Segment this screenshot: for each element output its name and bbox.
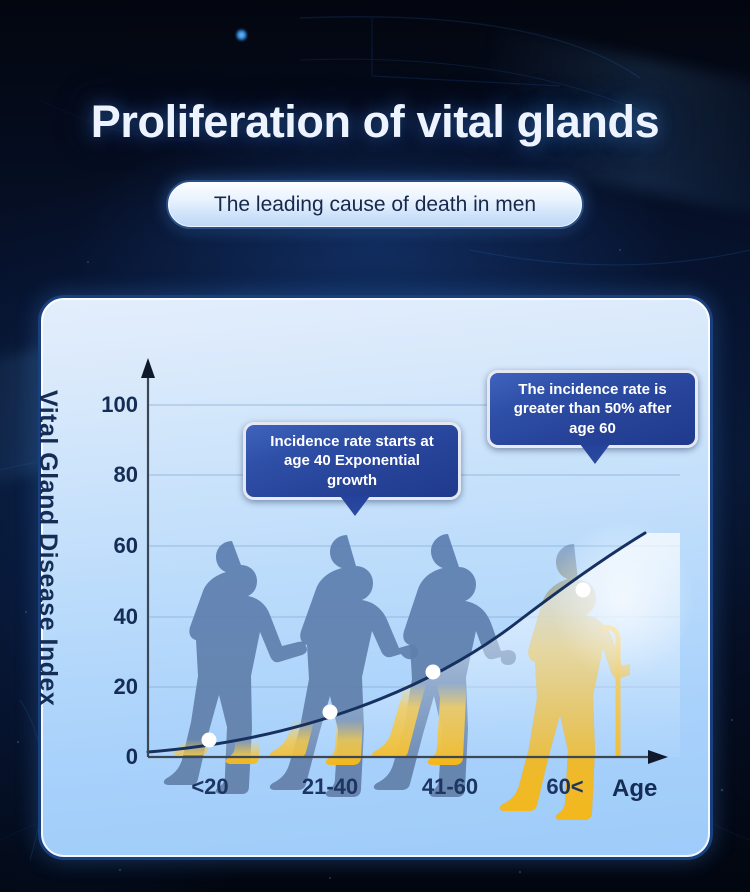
subtitle-text: The leading cause of death in men [213,192,537,216]
axes [146,372,655,759]
y-tick-20: 20 [113,674,138,699]
x-category-under-20: <20 [191,774,229,799]
subtitle-pill: The leading cause of death in men [166,180,584,229]
glow-dot-icon [236,28,247,42]
data-point-21-40 [322,704,338,720]
x-category-21-40: 21-40 [301,774,359,799]
trend-curve [146,531,647,754]
data-point-41-60 [425,664,441,680]
y-axis-arrow-icon [141,358,155,378]
x-axis-title: Age [612,775,658,802]
y-tick-0: 0 [125,744,138,769]
data-point-under-20 [201,732,217,748]
x-category-41-60: 41-60 [421,774,479,799]
data-point-over-60 [575,582,591,598]
callout-text: The incidence rate is greater than 50% a… [513,381,672,437]
y-tick-100: 100 [101,392,138,417]
x-category-over-60: 60< [546,774,584,799]
y-tick-60: 60 [113,533,138,558]
callout-incidence-over-50-percent: The incidence rate is greater than 50% a… [487,370,698,468]
callout-text: Incidence rate starts at age 40 Exponent… [270,433,434,489]
callout-incidence-starts-age-40: Incidence rate starts at age 40 Exponent… [243,422,461,520]
x-axis-arrow-icon [648,750,668,764]
y-tick-40: 40 [113,604,138,629]
page-title: Proliferation of vital glands [90,96,660,147]
y-tick-80: 80 [113,462,138,487]
data-point-markers [201,582,591,748]
curve-area [148,533,680,757]
figure-under-20 [163,541,307,794]
